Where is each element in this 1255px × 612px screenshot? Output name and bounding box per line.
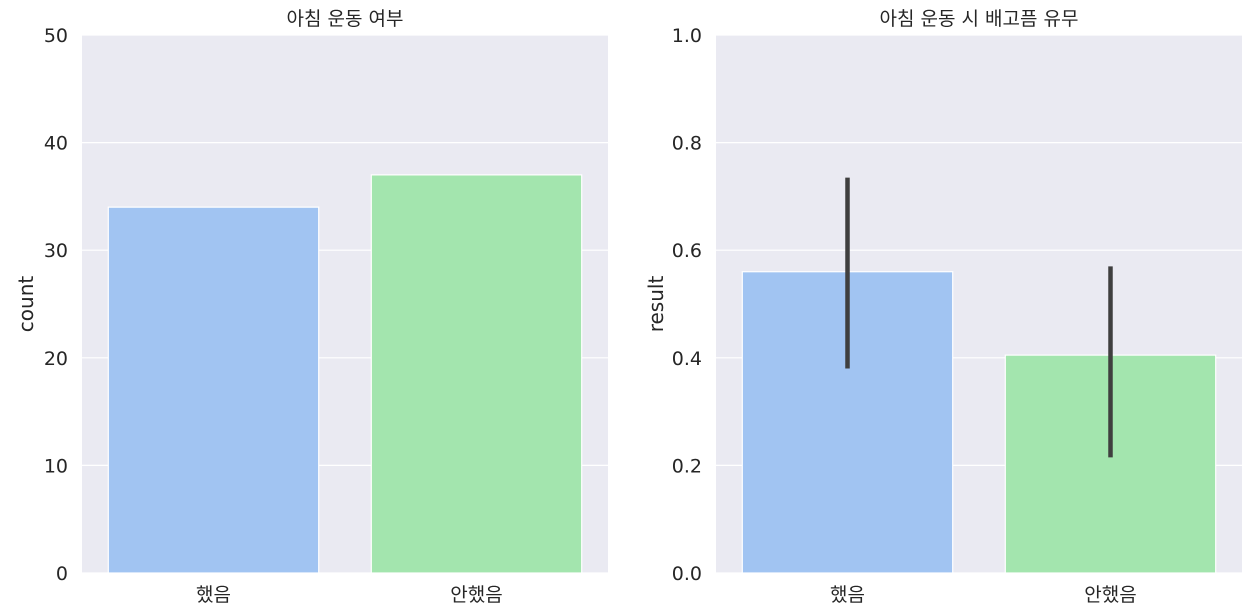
y-tick-label: 0.6 <box>672 240 702 262</box>
y-tick-label: 0.0 <box>672 563 702 585</box>
y-tick-label: 40 <box>44 133 68 155</box>
y-tick-label: 0.8 <box>672 133 702 155</box>
error-bars <box>845 177 1113 458</box>
y-tick-labels: 0.0 0.2 0.4 0.6 0.8 1.0 <box>672 25 702 585</box>
y-tick-label: 0 <box>56 563 68 585</box>
y-tick-label: 1.0 <box>672 25 702 47</box>
y-tick-label: 0.4 <box>672 348 702 370</box>
y-tick-label: 50 <box>44 25 68 47</box>
x-tick-label: 안했음 <box>1084 584 1136 606</box>
x-tick-label: 안했음 <box>450 584 502 606</box>
chart-title: 아침 운동 시 배고픔 유무 <box>880 8 1079 30</box>
bar <box>370 174 583 574</box>
count-chart: 0 10 20 30 40 50 했음 안했음 아침 운동 여부 count <box>14 8 608 606</box>
y-tick-label: 10 <box>44 455 68 477</box>
y-tick-label: 0.2 <box>672 455 702 477</box>
x-tick-labels: 했음 안했음 <box>830 584 1137 606</box>
y-axis-label: count <box>14 276 38 333</box>
x-tick-label: 했음 <box>196 584 231 606</box>
x-tick-labels: 했음 안했음 <box>196 584 503 606</box>
y-tick-label: 30 <box>44 240 68 262</box>
chart-title: 아침 운동 여부 <box>287 8 404 30</box>
result-chart: 0.00.20.40.60.81.0 했음 안했음 아침 운동 시 배고픔 유무 … <box>644 8 1242 606</box>
y-axis-label: result <box>644 276 668 333</box>
bars <box>107 174 583 574</box>
x-tick-label: 했음 <box>830 584 865 606</box>
y-tick-label: 20 <box>44 348 68 370</box>
y-tick-labels: 0 10 20 30 40 50 <box>44 25 68 585</box>
bar <box>107 206 320 574</box>
